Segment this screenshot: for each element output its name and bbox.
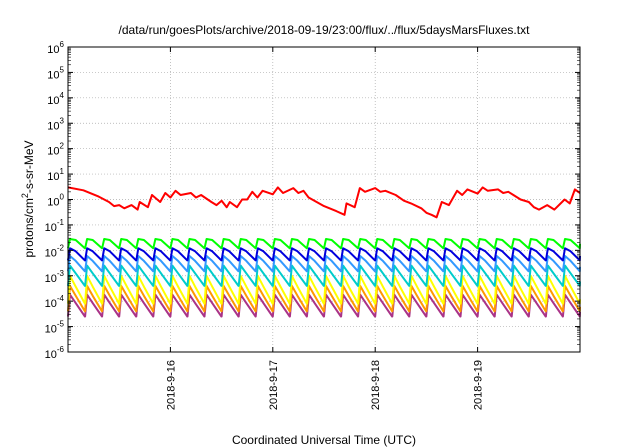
- y-tick-label: 10-5: [45, 320, 65, 336]
- series-line: [67, 238, 581, 250]
- chart-title: /data/run/goesPlots/archive/2018-09-19/2…: [119, 23, 531, 37]
- y-tick-label: 10-4: [45, 294, 65, 310]
- x-tick-label: 2018-9-18: [370, 360, 382, 410]
- x-tick-label: 2018-9-16: [165, 360, 177, 410]
- series-line: [67, 255, 581, 273]
- y-tick-label: 100: [47, 193, 64, 209]
- y-tick-label: 105: [47, 65, 64, 81]
- series-line: [67, 264, 581, 287]
- series-group: [67, 186, 581, 318]
- x-tick-label: 2018-9-17: [268, 360, 280, 410]
- series-line: [67, 186, 581, 219]
- x-axis: 2018-9-16 2018-9-17 2018-9-18 2018-9-19: [165, 47, 485, 410]
- series-line: [67, 274, 581, 305]
- y-tick-label: 103: [47, 116, 64, 132]
- x-axis-label: Coordinated Universal Time (UTC): [232, 433, 416, 447]
- series-line: [67, 293, 581, 318]
- y-tick-label: 10-2: [45, 243, 65, 259]
- y-axis-label-base: protons/cm: [22, 198, 36, 257]
- y-tick-label: 10-6: [45, 345, 65, 361]
- y-tick-label: 10-1: [45, 218, 65, 234]
- y-axis: 10-6 10-5 10-4 10-3 10-2 10-1 100 101 102 103 104 1…: [45, 40, 580, 361]
- y-axis-label-rest: -s-sr-MeV: [22, 140, 36, 193]
- series-line: [67, 247, 581, 262]
- y-tick-label: 101: [47, 167, 64, 183]
- y-axis-label: protons/cm2-s-sr-MeV: [20, 140, 36, 257]
- y-tick-label: 102: [47, 142, 64, 158]
- y-tick-label: 104: [47, 91, 64, 107]
- y-axis-label-sup: 2: [20, 193, 30, 198]
- x-tick-label: 2018-9-19: [473, 360, 485, 410]
- y-tick-label: 10-3: [45, 269, 65, 285]
- y-tick-label: 106: [47, 40, 64, 56]
- series-line: [67, 284, 581, 313]
